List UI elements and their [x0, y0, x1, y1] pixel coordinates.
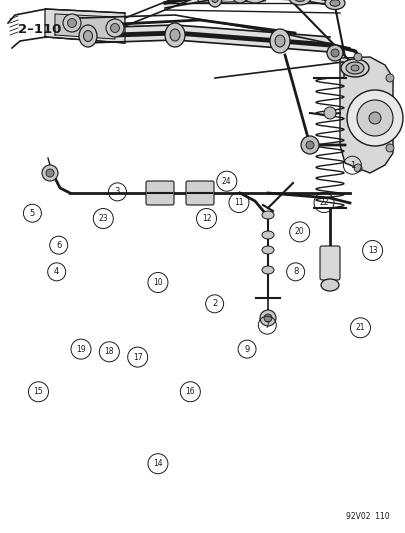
Circle shape: [386, 144, 394, 152]
Text: 18: 18: [104, 348, 114, 356]
Ellipse shape: [79, 25, 97, 47]
Ellipse shape: [330, 0, 340, 6]
Circle shape: [354, 164, 362, 172]
Polygon shape: [175, 25, 280, 48]
Ellipse shape: [262, 231, 274, 239]
Ellipse shape: [262, 246, 274, 254]
Text: 15: 15: [34, 387, 43, 396]
Ellipse shape: [275, 35, 285, 47]
Ellipse shape: [325, 0, 345, 10]
Text: 13: 13: [368, 246, 377, 255]
Ellipse shape: [170, 29, 180, 41]
Ellipse shape: [262, 211, 274, 219]
Text: 8: 8: [293, 268, 298, 276]
Text: 16: 16: [185, 387, 195, 396]
Circle shape: [331, 49, 339, 57]
Ellipse shape: [351, 65, 359, 71]
Ellipse shape: [321, 279, 339, 291]
Ellipse shape: [341, 59, 369, 77]
Text: 11: 11: [234, 198, 244, 207]
Text: 20: 20: [295, 228, 305, 236]
Ellipse shape: [83, 30, 92, 42]
Text: 19: 19: [76, 345, 86, 353]
FancyBboxPatch shape: [320, 246, 340, 280]
Circle shape: [68, 19, 77, 28]
Ellipse shape: [346, 62, 364, 74]
Circle shape: [301, 136, 319, 154]
Polygon shape: [195, 0, 270, 3]
Text: 7: 7: [264, 321, 270, 329]
Text: 3: 3: [115, 188, 120, 196]
Text: 4: 4: [54, 268, 59, 276]
FancyBboxPatch shape: [186, 181, 214, 205]
Circle shape: [264, 314, 272, 322]
Text: 24: 24: [222, 177, 232, 185]
Polygon shape: [85, 25, 175, 43]
Circle shape: [42, 165, 58, 181]
Circle shape: [232, 0, 248, 3]
Ellipse shape: [244, 0, 266, 3]
Text: 5: 5: [30, 209, 35, 217]
Circle shape: [111, 23, 119, 33]
Ellipse shape: [262, 266, 274, 274]
Text: 23: 23: [98, 214, 108, 223]
Text: 10: 10: [153, 278, 163, 287]
Ellipse shape: [294, 0, 305, 2]
Circle shape: [260, 310, 276, 326]
Ellipse shape: [165, 23, 185, 47]
Ellipse shape: [270, 29, 290, 53]
Circle shape: [324, 107, 336, 119]
Text: 14: 14: [153, 459, 163, 468]
Polygon shape: [280, 33, 330, 52]
Circle shape: [386, 74, 394, 82]
Text: 2: 2: [212, 300, 217, 308]
Text: 22: 22: [319, 198, 329, 207]
Text: 92V02  110: 92V02 110: [346, 512, 390, 521]
Text: 6: 6: [56, 241, 62, 249]
Circle shape: [63, 14, 81, 32]
Text: 12: 12: [202, 214, 211, 223]
Circle shape: [347, 90, 403, 146]
Polygon shape: [340, 57, 393, 173]
Circle shape: [369, 112, 381, 124]
Circle shape: [354, 53, 362, 61]
Text: 17: 17: [133, 353, 143, 361]
Text: 1: 1: [350, 161, 355, 169]
Circle shape: [327, 45, 343, 61]
Ellipse shape: [208, 0, 222, 7]
Ellipse shape: [211, 0, 219, 3]
FancyBboxPatch shape: [146, 181, 174, 205]
Ellipse shape: [289, 0, 311, 5]
Text: 9: 9: [245, 345, 249, 353]
Circle shape: [106, 19, 124, 37]
Circle shape: [357, 100, 393, 136]
Polygon shape: [45, 9, 125, 43]
Polygon shape: [55, 14, 115, 39]
Circle shape: [46, 169, 54, 177]
Circle shape: [306, 141, 314, 149]
Text: 21: 21: [356, 324, 365, 332]
Text: 2–110: 2–110: [18, 23, 62, 36]
